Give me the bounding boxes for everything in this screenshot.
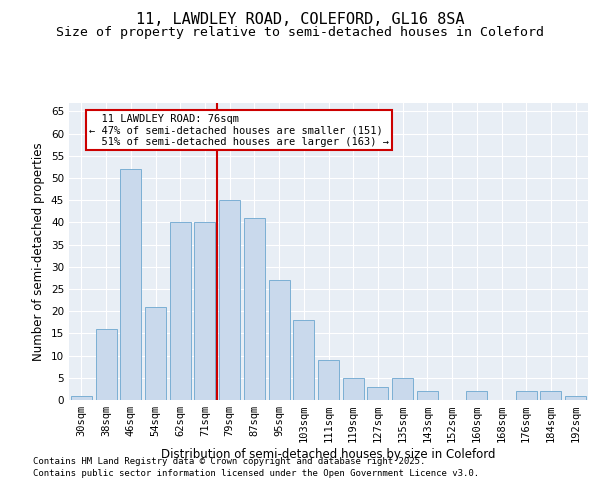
Text: Contains public sector information licensed under the Open Government Licence v3: Contains public sector information licen… bbox=[33, 468, 479, 477]
Bar bbox=[244, 218, 265, 400]
Bar bbox=[516, 391, 537, 400]
Text: Contains HM Land Registry data © Crown copyright and database right 2025.: Contains HM Land Registry data © Crown c… bbox=[33, 458, 425, 466]
Bar bbox=[318, 360, 339, 400]
Bar bbox=[120, 169, 141, 400]
Bar bbox=[219, 200, 240, 400]
Bar bbox=[95, 329, 116, 400]
Bar bbox=[541, 391, 562, 400]
Bar bbox=[194, 222, 215, 400]
Text: 11, LAWDLEY ROAD, COLEFORD, GL16 8SA: 11, LAWDLEY ROAD, COLEFORD, GL16 8SA bbox=[136, 12, 464, 28]
Bar bbox=[145, 307, 166, 400]
Bar bbox=[392, 378, 413, 400]
Bar bbox=[343, 378, 364, 400]
Bar bbox=[269, 280, 290, 400]
X-axis label: Distribution of semi-detached houses by size in Coleford: Distribution of semi-detached houses by … bbox=[161, 448, 496, 461]
Bar bbox=[170, 222, 191, 400]
Bar bbox=[71, 396, 92, 400]
Bar bbox=[565, 396, 586, 400]
Text: 11 LAWDLEY ROAD: 76sqm
← 47% of semi-detached houses are smaller (151)
  51% of : 11 LAWDLEY ROAD: 76sqm ← 47% of semi-det… bbox=[89, 114, 389, 147]
Text: Size of property relative to semi-detached houses in Coleford: Size of property relative to semi-detach… bbox=[56, 26, 544, 39]
Bar bbox=[417, 391, 438, 400]
Bar bbox=[367, 386, 388, 400]
Bar bbox=[293, 320, 314, 400]
Y-axis label: Number of semi-detached properties: Number of semi-detached properties bbox=[32, 142, 46, 360]
Bar bbox=[466, 391, 487, 400]
